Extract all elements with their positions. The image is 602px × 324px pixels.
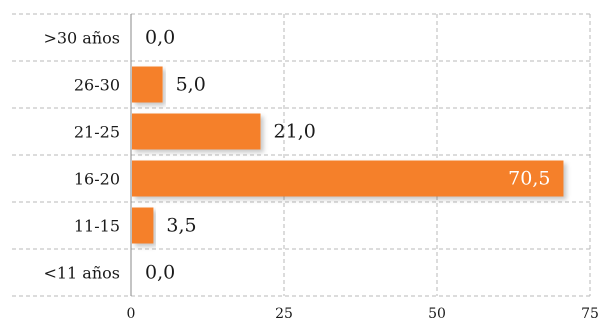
- data-label: 0,0: [145, 27, 175, 49]
- data-label: 21,0: [274, 121, 316, 143]
- category-label: >30 años: [43, 29, 120, 48]
- bar: [132, 207, 154, 244]
- x-tick-label: 75: [581, 306, 599, 322]
- data-label: 0,0: [145, 262, 175, 284]
- category-label: 16-20: [74, 170, 120, 189]
- category-label: <11 años: [43, 264, 120, 283]
- category-label: 11-15: [74, 217, 120, 236]
- grid-lines: [12, 13, 591, 297]
- x-tick-label: 0: [127, 306, 136, 322]
- x-tick-label: 25: [275, 306, 293, 322]
- bar: [132, 113, 261, 150]
- data-label: 5,0: [176, 74, 206, 96]
- data-label: 3,5: [166, 215, 196, 237]
- bar: [132, 66, 163, 103]
- data-label: 70,5: [508, 168, 550, 190]
- x-tick-label: 50: [428, 306, 446, 322]
- labels: 0 25 50 75 >30 años 0,0 26-30 5,0 21-25 21,0 16-20…: [43, 27, 598, 323]
- bars: [132, 66, 564, 244]
- category-label: 26-30: [74, 76, 120, 95]
- category-label: 21-25: [74, 123, 120, 142]
- bar: [132, 160, 564, 197]
